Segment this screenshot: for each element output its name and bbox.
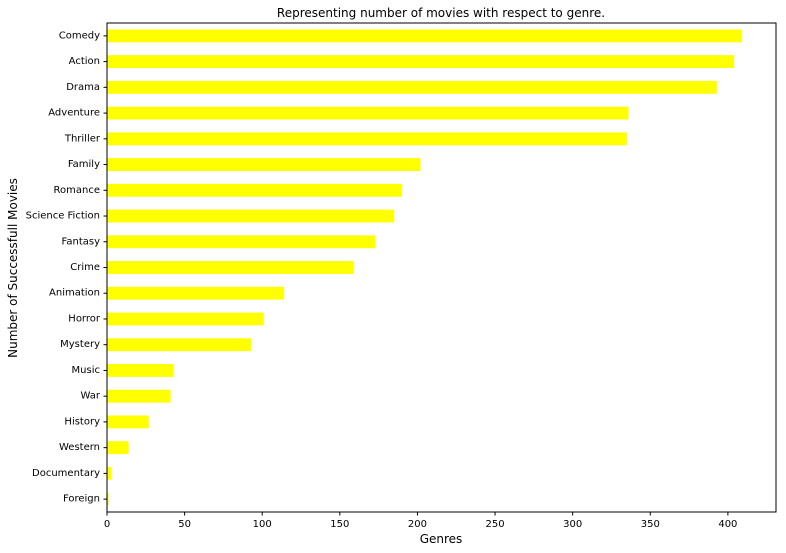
x-tick-label: 350 (641, 519, 660, 530)
x-tick-labels: 0 50 100 150 200 250 300 350 400 (104, 512, 737, 530)
bar-music (107, 364, 174, 377)
y-tick-label: Romance (54, 185, 100, 196)
bar-fantasy (107, 235, 376, 249)
x-tick-label: 0 (104, 519, 110, 530)
y-tick-label: Science Fiction (26, 211, 100, 222)
bar-thriller (107, 132, 627, 146)
y-tick-labels: Comedy Action Drama Adventure Thriller Family… (26, 30, 107, 505)
y-tick-label: Action (69, 56, 100, 67)
y-tick-label: Comedy (59, 30, 100, 41)
y-axis-title: Number of Successfull Movies (6, 178, 20, 358)
y-tick-label: Foreign (63, 494, 100, 505)
bar-drama (107, 80, 718, 94)
x-tick-label: 250 (486, 519, 505, 530)
x-tick-label: 300 (563, 519, 582, 530)
y-tick-label: Music (72, 365, 100, 376)
y-tick-label: History (64, 416, 100, 427)
y-tick-label: Family (68, 159, 100, 170)
y-tick-label: Animation (49, 288, 100, 299)
bar-romance (107, 183, 402, 197)
x-tick-label: 400 (718, 519, 737, 530)
y-tick-label: Crime (70, 262, 100, 273)
y-tick-label: Thriller (64, 133, 101, 144)
x-tick-label: 100 (253, 519, 272, 530)
bar-documentary (107, 466, 112, 480)
y-tick-label: Drama (66, 82, 100, 93)
y-tick-label: War (81, 391, 101, 402)
x-tick-label: 50 (178, 519, 191, 530)
chart-title: Representing number of movies with respe… (277, 6, 605, 20)
bar-family (107, 158, 421, 171)
x-tick-label: 150 (330, 519, 349, 530)
x-tick-label: 200 (408, 519, 427, 530)
y-tick-label: Horror (68, 313, 101, 324)
bars-group (107, 29, 742, 506)
y-tick-label: Western (59, 442, 100, 453)
bar-history (107, 415, 149, 429)
y-tick-label: Fantasy (62, 236, 101, 247)
bar-crime (107, 261, 354, 274)
bar-foreign (107, 492, 109, 506)
y-tick-label: Adventure (48, 108, 100, 119)
bar-mystery (107, 338, 252, 352)
y-tick-label: Documentary (32, 468, 100, 479)
x-axis-title: Genres (420, 532, 463, 546)
bar-animation (107, 286, 284, 300)
bar-science-fiction (107, 209, 395, 223)
y-tick-label: Mystery (60, 339, 100, 350)
plot-frame (106, 22, 777, 513)
bar-war (107, 389, 171, 403)
bar-comedy (107, 29, 742, 43)
bar-action (107, 55, 735, 69)
bar-adventure (107, 106, 629, 120)
bar-western (107, 441, 129, 455)
bar-horror (107, 312, 264, 326)
